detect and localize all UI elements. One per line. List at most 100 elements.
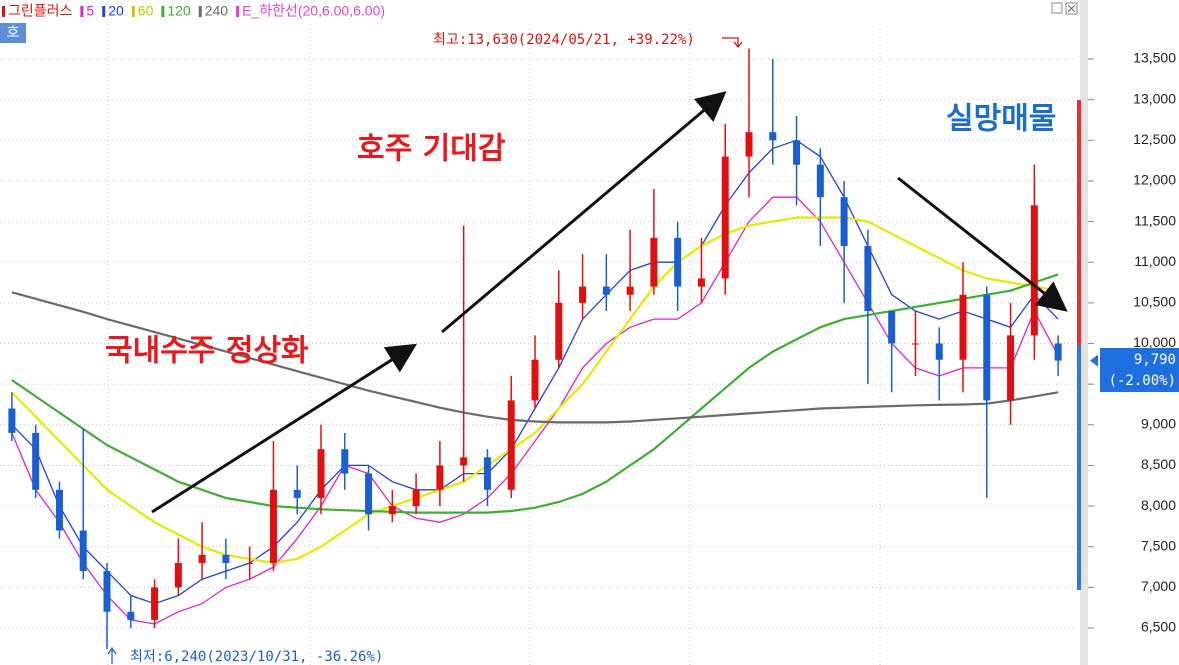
- candle-body: [198, 554, 206, 563]
- price-label: 9,790: [1134, 352, 1176, 368]
- legend-label: 20: [108, 3, 124, 19]
- candle-body: [127, 611, 135, 620]
- candle-body: [650, 237, 658, 287]
- legend-label: 60: [138, 3, 154, 19]
- candle-body: [721, 156, 729, 279]
- y-tick-label: 8,000: [1141, 497, 1176, 513]
- candles: [8, 48, 1062, 650]
- annotation: 실망매물: [946, 102, 1056, 137]
- candle-body: [365, 473, 373, 515]
- y-tick-label: 10,000: [1133, 334, 1176, 350]
- candle-body: [388, 506, 396, 515]
- legend-bg: [0, 0, 1076, 22]
- candle-body: [602, 286, 610, 295]
- legend-swatch: [198, 6, 202, 17]
- y-tick-label: 7,500: [1141, 537, 1176, 553]
- ma-line: [11, 291, 1059, 424]
- close-icon: [1067, 4, 1076, 13]
- legend-swatch: [161, 6, 165, 17]
- candle-body: [983, 294, 991, 401]
- range-bar-down: [1077, 345, 1081, 590]
- y-axis: 6,5007,0007,5008,0008,5009,0009,50010,00…: [1088, 50, 1176, 635]
- y-tick-label: 13,500: [1133, 50, 1176, 66]
- legend-label: 그린플러스: [8, 3, 73, 19]
- range-bar-up: [1077, 100, 1081, 345]
- annotation: 호주 기대감: [357, 132, 506, 167]
- candle-body: [745, 132, 753, 157]
- legend: 그린플러스 5 20 60 120 240 E_하한선(20,6.00,6.00): [2, 3, 385, 19]
- window-button[interactable]: [1051, 2, 1063, 14]
- candle-body: [911, 343, 919, 345]
- legend-swatch: [80, 6, 84, 17]
- y-tick-label: 11,000: [1134, 253, 1176, 269]
- candle-body: [174, 562, 182, 588]
- tab-label: 호: [7, 25, 20, 41]
- candle-body: [555, 302, 563, 360]
- candle-body: [793, 140, 801, 165]
- candle-body: [1030, 205, 1038, 336]
- candle-body: [341, 449, 349, 474]
- y-tick-label: 7,000: [1141, 578, 1176, 594]
- candle-body: [840, 197, 848, 246]
- low-pointer: [107, 646, 117, 664]
- candle-body: [460, 457, 468, 466]
- arrow: [897, 176, 1068, 312]
- candle-body: [816, 164, 824, 198]
- candle-body: [317, 449, 325, 498]
- y-tick-label: 12,500: [1133, 131, 1176, 147]
- legend-label: 240: [205, 3, 229, 19]
- arrow: [151, 343, 418, 514]
- candle-body: [8, 408, 16, 433]
- ma-line: [11, 216, 1059, 565]
- annotation: 국내수주 정상화: [105, 334, 309, 369]
- y-tick-label: 10,500: [1133, 294, 1176, 310]
- y-tick-label: 11,500: [1134, 212, 1176, 228]
- change-label: (-2.00%): [1109, 373, 1176, 389]
- candle-body: [103, 571, 111, 612]
- arrow: [441, 91, 727, 334]
- candle-body: [769, 132, 777, 141]
- candle-body: [888, 310, 896, 344]
- candle-body: [436, 465, 444, 490]
- high-annotation: 최고:13,630(2024/05/21, +39.22%): [433, 32, 695, 48]
- legend-swatch: [102, 6, 106, 17]
- legend-swatch: [2, 6, 5, 17]
- grid-layer: [0, 58, 1076, 629]
- candle-body: [412, 489, 420, 507]
- low-annotation: 최저:6,240(2023/10/31, -36.26%): [130, 649, 383, 665]
- candle-body: [32, 432, 40, 490]
- candle-body: [959, 294, 967, 360]
- candle-body: [1007, 335, 1015, 401]
- candle-body: [579, 286, 587, 303]
- tab-button[interactable]: [0, 23, 26, 43]
- candle-body: [697, 278, 705, 287]
- legend-swatch: [131, 6, 135, 17]
- ma-line: [11, 273, 1059, 514]
- candle-body: [1054, 343, 1062, 361]
- legend-label: 5: [86, 3, 94, 19]
- candle-body: [246, 562, 254, 564]
- legend-swatch: [236, 6, 240, 17]
- candle-body: [864, 245, 872, 311]
- candle-body: [79, 530, 87, 572]
- candle-body: [483, 457, 491, 490]
- ma-line: [11, 196, 1059, 625]
- axis-separator: [1080, 0, 1088, 665]
- candle-body: [935, 343, 943, 360]
- legend-label: 120: [167, 3, 191, 19]
- legend-label: E_하한선(20,6.00,6.00): [242, 3, 385, 19]
- candle-body: [674, 237, 682, 287]
- candle-body: [269, 489, 277, 563]
- price-box: [1100, 348, 1179, 392]
- y-tick-label: 12,000: [1133, 172, 1176, 188]
- candle-body: [55, 489, 63, 531]
- y-tick-label: 6,500: [1141, 619, 1176, 635]
- candle-body: [293, 489, 301, 498]
- candle-body: [507, 400, 515, 490]
- price-marker: [1090, 354, 1098, 367]
- candle-body: [151, 587, 159, 620]
- candle-body: [626, 286, 634, 295]
- y-tick-label: 8,500: [1141, 456, 1176, 472]
